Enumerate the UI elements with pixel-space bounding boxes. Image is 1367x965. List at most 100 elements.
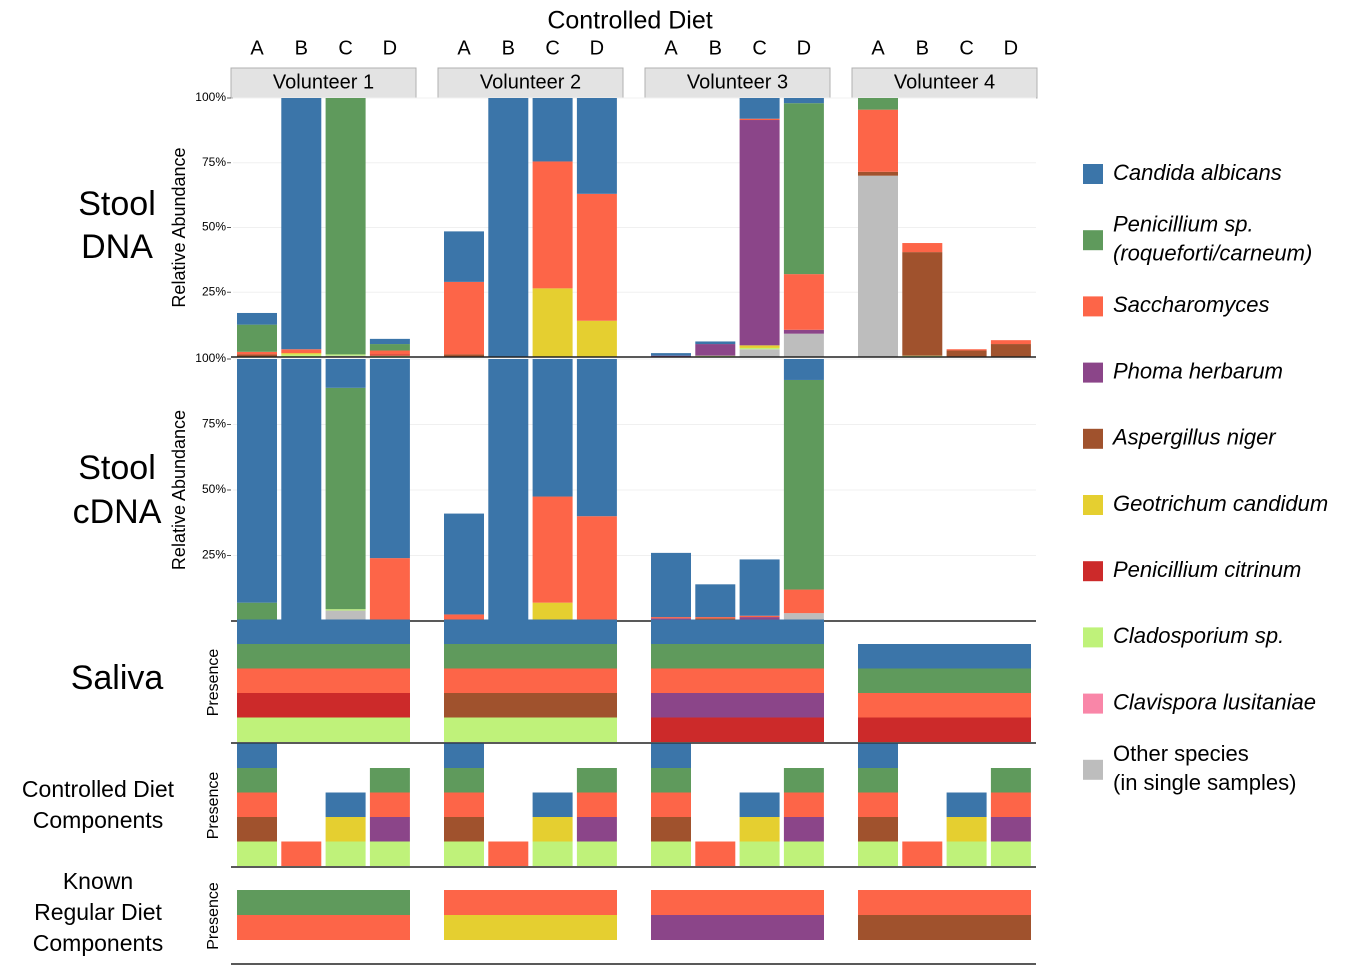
category-label: B [916, 37, 929, 59]
bar-segment [576, 359, 617, 517]
y-tick-label: 75% [202, 417, 226, 431]
facet-label: Volunteer 4 [894, 71, 995, 93]
presence-tile [369, 768, 410, 793]
presence-tile [651, 619, 824, 644]
legend-swatch [1083, 495, 1103, 515]
presence-tile [576, 792, 617, 817]
facet-strip [851, 67, 1038, 99]
y-axis-label: Relative Abundance [169, 147, 189, 307]
presence-tile [651, 915, 824, 940]
presence-tile [576, 817, 617, 842]
presence-tile [651, 668, 824, 693]
category-label: D [383, 37, 397, 59]
category-label: A [250, 37, 264, 59]
presence-tile [237, 792, 277, 817]
presence-tile [990, 817, 1031, 842]
category-label: D [590, 37, 604, 59]
category-label: A [664, 37, 678, 59]
category-label: C [959, 37, 973, 59]
presence-tile [237, 841, 277, 866]
bar-segment [858, 98, 898, 110]
presence-tile [369, 841, 410, 866]
legend-label: Phoma herbarum [1113, 358, 1283, 383]
y-axis-label: Relative Abundance [169, 410, 189, 570]
row-label: cDNA [73, 493, 162, 531]
category-label: C [752, 37, 766, 59]
bar-segment [369, 338, 410, 345]
presence-tile [858, 743, 898, 768]
legend-label: Other species [1113, 741, 1249, 766]
presence-tile [858, 717, 1031, 742]
bar-segment [532, 161, 573, 289]
presence-tile [237, 717, 410, 742]
bar-segment [576, 516, 617, 621]
legend-swatch [1083, 693, 1103, 714]
row-label: DNA [81, 228, 153, 266]
category-label: A [457, 37, 471, 59]
bar-segment [783, 98, 824, 104]
presence-tile [651, 890, 824, 915]
y-axis-label: Presence [205, 772, 222, 840]
bar-segment [739, 345, 780, 348]
presence-tile [576, 841, 617, 866]
presence-tile [651, 644, 824, 669]
legend-swatch [1083, 759, 1103, 780]
presence-tile [902, 841, 943, 866]
bar-segment [369, 354, 410, 356]
legend-label: Cladosporium sp. [1113, 623, 1284, 648]
bar-segment [695, 344, 736, 356]
legend-label: Candida albicans [1113, 160, 1282, 185]
bar-segment [651, 617, 691, 619]
presence-tile [237, 768, 277, 793]
presence-tile [990, 768, 1031, 793]
bar-segment [783, 613, 824, 621]
presence-tile [237, 915, 410, 940]
bar-segment [990, 340, 1031, 345]
bar-segment [651, 552, 691, 618]
bar-segment [281, 354, 322, 357]
presence-tile [444, 817, 484, 842]
bar-segment [783, 274, 824, 330]
presence-tile [858, 644, 1031, 669]
legend-swatch [1083, 428, 1103, 449]
legend-swatch [1083, 362, 1103, 383]
bar-segment [858, 175, 898, 357]
bar-segment [444, 614, 484, 621]
bar-segment [783, 333, 824, 357]
bar-segment [695, 618, 736, 620]
presence-tile [946, 817, 987, 842]
legend-label: Penicillium sp. [1113, 212, 1254, 237]
presence-tile [695, 841, 736, 866]
bar-segment [237, 312, 277, 325]
bar-segment [946, 349, 987, 351]
facet-label: Volunteer 3 [687, 71, 788, 93]
bar-segment [532, 288, 573, 357]
presence-tile [576, 768, 617, 793]
bar-segment [444, 281, 484, 355]
presence-tile [946, 792, 987, 817]
presence-tile [369, 817, 410, 842]
bar-segment [695, 341, 736, 345]
legend-swatch [1083, 627, 1103, 648]
legend-label: Clavispora lusitaniae [1113, 689, 1316, 714]
category-label: C [545, 37, 559, 59]
presence-tile [444, 619, 617, 644]
presence-tile [783, 768, 824, 793]
bar-segment [783, 589, 824, 614]
bar-segment [488, 359, 529, 621]
presence-tile [783, 841, 824, 866]
presence-tile [325, 817, 366, 842]
y-tick-label: 25% [202, 548, 226, 562]
presence-tile [783, 817, 824, 842]
presence-tile [281, 841, 322, 866]
bar-segment [369, 350, 410, 355]
category-label: B [709, 37, 722, 59]
bar-segment [651, 353, 691, 356]
bar-segment [281, 359, 322, 620]
legend-label: Aspergillus niger [1111, 425, 1277, 450]
presence-tile [946, 841, 987, 866]
bar-segment [444, 231, 484, 282]
category-label: D [797, 37, 811, 59]
legend-swatch [1083, 230, 1103, 251]
presence-tile [739, 817, 780, 842]
